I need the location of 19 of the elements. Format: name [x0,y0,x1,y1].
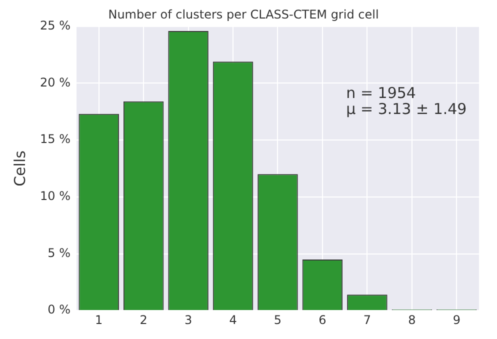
y-tick-label: 10 % [40,189,70,204]
y-tick-label: 20 % [40,75,70,90]
x-tick-label: 6 [318,312,326,327]
annotation: n = 1954 [346,84,416,102]
x-tick-label: 9 [452,312,460,327]
y-axis-title: Cells [10,150,29,186]
y-tick-label: 5 % [48,246,70,260]
annotation: μ = 3.13 ± 1.49 [346,100,467,118]
y-tick-label: 25 % [40,18,70,33]
x-tick-label: 5 [274,312,282,327]
x-tick-label: 1 [95,312,103,327]
x-tick-label: 8 [408,312,416,327]
y-tick-label: 15 % [40,132,70,146]
y-tick-label: 0 % [48,302,70,317]
x-tick-label: 3 [184,312,192,327]
x-tick-label: 2 [140,312,148,327]
chart-title: Number of clusters per CLASS-CTEM grid cell [108,7,379,22]
x-tick-label: 7 [363,312,372,327]
x-tick-label: 4 [229,312,237,327]
